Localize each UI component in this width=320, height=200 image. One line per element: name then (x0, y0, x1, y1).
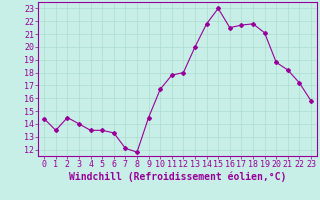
X-axis label: Windchill (Refroidissement éolien,°C): Windchill (Refroidissement éolien,°C) (69, 172, 286, 182)
